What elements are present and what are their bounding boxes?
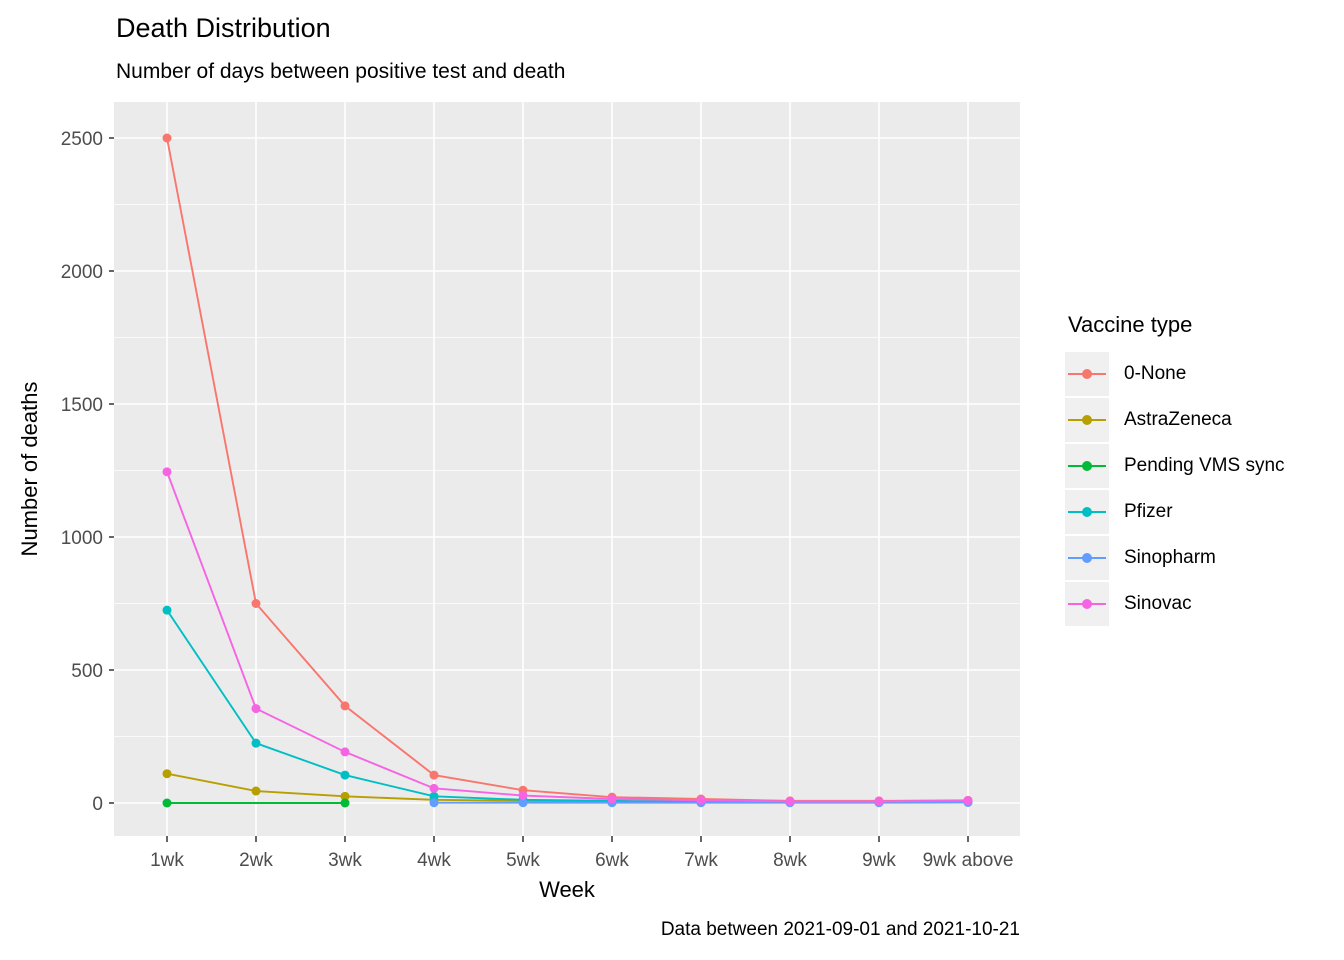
legend-item-0-none: 0-None bbox=[1065, 352, 1285, 396]
series-point-sinovac bbox=[696, 795, 706, 805]
series-point-sinovac bbox=[963, 796, 973, 806]
series-point-0-none bbox=[340, 701, 350, 711]
x-axis-title: Week bbox=[539, 877, 595, 902]
series-point-0-none bbox=[162, 133, 172, 143]
series-point-0-none bbox=[429, 770, 439, 780]
legend-label: Sinovac bbox=[1124, 593, 1192, 614]
series-point-pfizer bbox=[429, 791, 439, 801]
series-point-pfizer bbox=[162, 605, 172, 615]
series-point-astrazeneca bbox=[251, 786, 261, 796]
series-point-astrazeneca bbox=[162, 769, 172, 779]
series-line-sinovac bbox=[166, 471, 969, 803]
legend-item-sinopharm: Sinopharm bbox=[1065, 536, 1285, 580]
legend: Vaccine type 0-None AstraZeneca Pending VM… bbox=[1065, 312, 1285, 628]
series-point-sinovac bbox=[785, 796, 795, 806]
series-point-sinopharm bbox=[518, 798, 528, 808]
x-tick-label: 2wk bbox=[239, 850, 273, 871]
legend-label: Pfizer bbox=[1124, 501, 1173, 522]
series-point-sinovac bbox=[162, 467, 172, 477]
x-tick-label: 9wk above bbox=[923, 850, 1014, 871]
x-tick-label: 1wk bbox=[150, 850, 184, 871]
legend-item-astrazeneca: AstraZeneca bbox=[1065, 398, 1285, 442]
series-point-sinopharm bbox=[429, 798, 439, 808]
panel-background bbox=[114, 102, 1020, 836]
series-point-sinovac bbox=[518, 791, 528, 801]
legend-title: Vaccine type bbox=[1068, 312, 1193, 337]
legend-key-icon bbox=[1065, 444, 1109, 488]
legend-item-pfizer: Pfizer bbox=[1065, 490, 1285, 534]
series-point-sinovac bbox=[874, 796, 884, 806]
y-tick-label: 500 bbox=[71, 661, 103, 682]
y-tick-label: 0 bbox=[92, 794, 103, 815]
legend-key-icon bbox=[1065, 536, 1109, 580]
plot-caption: Data between 2021-09-01 and 2021-10-21 bbox=[660, 919, 1020, 940]
x-tick-label: 6wk bbox=[595, 850, 629, 871]
series-point-pfizer bbox=[340, 770, 350, 780]
x-tick-label: 5wk bbox=[506, 850, 540, 871]
y-tick-label: 1500 bbox=[61, 395, 103, 416]
x-tick-label: 3wk bbox=[328, 850, 362, 871]
series-point-astrazeneca bbox=[340, 791, 350, 801]
y-tick-label: 2500 bbox=[61, 129, 103, 150]
series-point-sinovac bbox=[429, 783, 439, 793]
legend-item-pending-vms-sync: Pending VMS sync bbox=[1065, 444, 1285, 488]
series-point-pfizer bbox=[251, 738, 261, 748]
x-tick-label: 9wk bbox=[862, 850, 896, 871]
legend-key-icon bbox=[1065, 398, 1109, 442]
legend-key-icon bbox=[1065, 582, 1109, 626]
series-point-0-none bbox=[251, 599, 261, 608]
legend-key-icon bbox=[1065, 352, 1109, 396]
legend-label: AstraZeneca bbox=[1124, 409, 1232, 430]
x-tick-label: 4wk bbox=[417, 850, 451, 871]
legend-label: Pending VMS sync bbox=[1124, 455, 1285, 476]
series-point-sinovac bbox=[607, 794, 617, 804]
y-tick-label: 2000 bbox=[61, 262, 103, 283]
legend-label: Sinopharm bbox=[1124, 547, 1216, 568]
y-tick-label: 1000 bbox=[61, 528, 103, 549]
plot-title: Death Distribution bbox=[116, 13, 331, 43]
y-axis-title: Number of deaths bbox=[17, 381, 42, 557]
legend-label: 0-None bbox=[1124, 363, 1187, 384]
x-tick-label: 7wk bbox=[684, 850, 718, 871]
plot-subtitle: Number of days between positive test and… bbox=[116, 60, 566, 83]
legend-items: 0-None AstraZeneca Pending VMS sync Pfizer S… bbox=[1065, 352, 1285, 626]
series-point-sinovac bbox=[340, 747, 350, 757]
series-point-pending-vms-sync bbox=[340, 798, 350, 808]
x-tick-label: 8wk bbox=[773, 850, 807, 871]
series-point-sinovac bbox=[251, 704, 261, 714]
series-point-pending-vms-sync bbox=[162, 798, 172, 808]
legend-item-sinovac: Sinovac bbox=[1065, 582, 1285, 626]
legend-key-icon bbox=[1065, 490, 1109, 534]
